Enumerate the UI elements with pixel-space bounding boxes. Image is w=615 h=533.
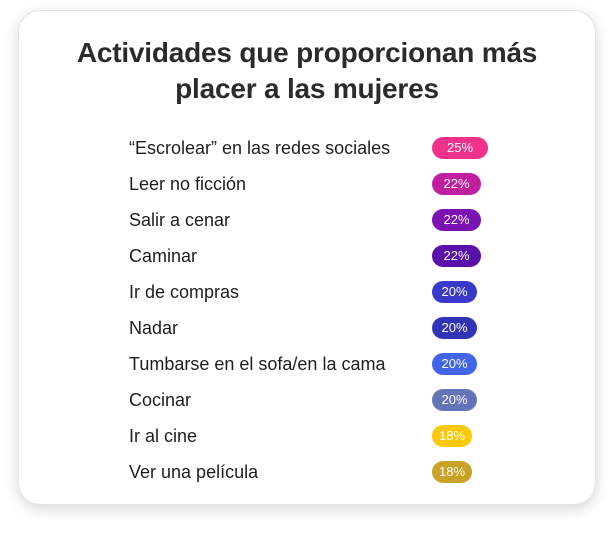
activity-list: “Escrolear” en las redes sociales 25% Leer… [19,11,595,504]
value-pill: 20% [432,353,477,375]
activity-label: “Escrolear” en las redes sociales [129,138,391,158]
value-pill: 18% [432,425,472,447]
list-item: “Escrolear” en las redes sociales 25% [19,136,595,160]
value-pill: 22% [432,173,481,195]
chart-card: Actividades que proporcionan más placer … [18,10,596,505]
list-item: Cocinar 20% [19,388,595,412]
list-item: Caminar 22% [19,244,595,268]
chart-title-line-1: Actividades que proporcionan más [76,37,538,68]
list-item: Nadar 20% [19,316,595,340]
activity-label: Ir de compras [129,282,240,302]
value-pill: 22% [432,245,481,267]
list-item: Ir de compras 20% [19,280,595,304]
value-pill: 20% [432,389,477,411]
activity-label: Leer no ficción [129,174,247,194]
activity-label: Ir al cine [129,426,198,446]
list-item: Leer no ficción 22% [19,172,595,196]
list-item: Tumbarse en el sofa/en la cama 20% [19,352,595,376]
value-pill: 22% [432,209,481,231]
activity-label: Nadar [129,318,179,338]
activity-label: Cocinar [129,390,192,410]
value-pill: 20% [432,317,477,339]
value-pill: 18% [432,461,472,483]
activity-label: Ver una película [129,462,259,482]
activity-label: Caminar [129,246,198,266]
list-item: Ir al cine 18% [19,424,595,448]
value-pill: 25% [432,137,488,159]
list-item: Ver una película 18% [19,460,595,484]
chart-title: Actividades que proporcionan más placer … [19,35,595,107]
list-item: Salir a cenar 22% [19,208,595,232]
chart-title-line-2: placer a las mujeres [175,73,439,104]
activity-label: Tumbarse en el sofa/en la cama [129,354,386,374]
value-pill: 20% [432,281,477,303]
activity-label: Salir a cenar [129,210,231,230]
